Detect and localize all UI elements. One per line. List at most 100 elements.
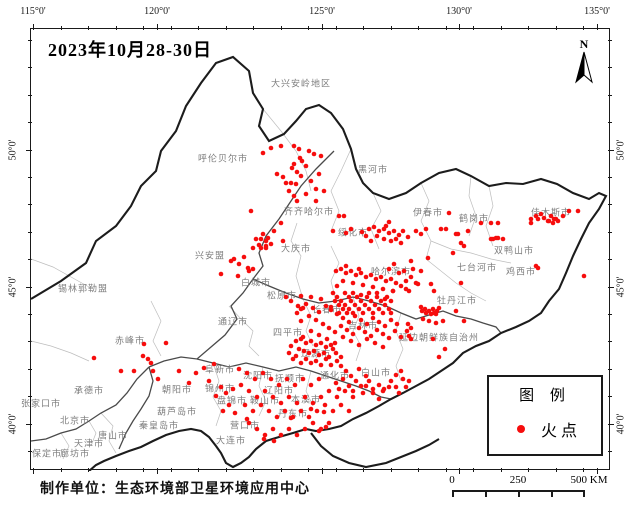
axis-tick-label-right: 45°0' xyxy=(615,276,627,298)
scale-label-0: 0 xyxy=(449,474,455,486)
axis-tick xyxy=(528,468,529,472)
axis-tick xyxy=(608,204,612,206)
legend-item-label: 火点 xyxy=(541,423,582,440)
axis-tick xyxy=(608,177,612,178)
map-region-label: 葫芦岛市 xyxy=(156,406,198,417)
axis-tick xyxy=(555,468,557,472)
map-region-label: 鸡西市 xyxy=(505,266,537,277)
axis-tick xyxy=(28,368,32,370)
axis-tick xyxy=(28,314,32,315)
map-region-label: 呼伦贝尔市 xyxy=(197,153,249,164)
map-region-label: 赤峰市 xyxy=(114,335,146,346)
axis-tick xyxy=(322,24,323,30)
map-region-label: 四平市 xyxy=(272,327,304,338)
axis-tick xyxy=(28,231,32,233)
axis-tick-label-left: 50°0' xyxy=(7,139,19,161)
axis-tick xyxy=(225,26,227,30)
axis-tick xyxy=(33,26,34,30)
axis-tick-label-left: 40°0' xyxy=(7,413,19,435)
axis-tick xyxy=(308,468,309,472)
axis-tick xyxy=(28,149,32,151)
map-region-label: 牡丹江市 xyxy=(436,295,478,306)
map-region-label: 承德市 xyxy=(73,385,105,396)
map-region-label: 双鸭山市 xyxy=(493,245,535,256)
map-region-label: 朝阳市 xyxy=(161,384,193,395)
axis-tick-label-right: 40°0' xyxy=(615,413,627,435)
map-region-label: 伊春市 xyxy=(412,207,444,218)
map-region-label: 绥化市 xyxy=(337,227,369,238)
axis-tick xyxy=(28,423,32,425)
axis-tick xyxy=(28,204,32,206)
axis-tick xyxy=(28,451,32,452)
axis-tick xyxy=(363,468,364,472)
fire-point-legend-dot xyxy=(517,425,525,433)
map-region-label: 哈尔滨市 xyxy=(370,266,412,277)
axis-tick xyxy=(608,423,612,425)
map-region-label: 吉林市 xyxy=(347,320,379,331)
axis-tick xyxy=(253,26,254,30)
north-arrow-left-half xyxy=(575,51,585,84)
map-region-label: 七台河市 xyxy=(456,262,498,273)
axis-tick xyxy=(555,26,557,30)
map-region-label: 秦皇岛市 xyxy=(138,420,180,431)
scale-bar: 0 250 500 KM xyxy=(440,474,620,500)
axis-tick xyxy=(28,259,32,261)
map-region-label: 廊坊市 xyxy=(59,448,91,459)
map-region-label: 北京市 xyxy=(59,415,91,426)
axis-tick xyxy=(28,94,32,96)
axis-tick xyxy=(28,67,32,69)
axis-tick xyxy=(390,26,392,30)
scale-tick xyxy=(485,490,487,497)
axis-tick xyxy=(608,231,612,233)
axis-tick xyxy=(500,468,502,472)
axis-tick xyxy=(528,26,529,30)
map-region-label: 通化市 xyxy=(319,370,351,381)
axis-tick xyxy=(335,26,337,30)
scale-label-500km: 500 KM xyxy=(570,474,608,486)
axis-tick xyxy=(28,122,32,124)
axis-tick xyxy=(28,177,32,178)
axis-tick xyxy=(608,149,612,151)
axis-tick xyxy=(500,26,502,30)
map-region-label: 通辽市 xyxy=(217,316,249,327)
map-region-label: 锡林郭勒盟 xyxy=(57,283,109,294)
axis-tick xyxy=(608,40,612,41)
map-region-label: 延边朝鲜族自治州 xyxy=(398,332,480,343)
legend-row: 火点 xyxy=(517,417,601,441)
axis-tick xyxy=(608,286,612,288)
axis-tick-label-top: 135°0' xyxy=(584,6,610,17)
axis-tick xyxy=(363,26,364,30)
axis-tick-label-top: 115°0' xyxy=(20,6,46,17)
map-region-label: 营口市 xyxy=(229,420,261,431)
map-region-label: 兴安盟 xyxy=(194,250,226,261)
axis-tick xyxy=(157,468,158,474)
axis-tick xyxy=(418,468,419,472)
north-arrow-label: N xyxy=(580,37,589,51)
axis-tick xyxy=(60,26,62,30)
map-region-label: 长春市 xyxy=(311,304,343,315)
axis-tick-label-top: 125°0' xyxy=(309,6,335,17)
axis-tick xyxy=(322,468,323,474)
axis-tick-label-left: 45°0' xyxy=(7,276,19,298)
map-region-label: 黑河市 xyxy=(357,164,389,175)
axis-tick xyxy=(88,26,89,30)
axis-tick xyxy=(280,26,282,30)
axis-tick-label-top: 120°0' xyxy=(144,6,170,17)
axis-tick xyxy=(33,468,34,472)
axis-tick xyxy=(473,468,474,472)
map-region-label: 本溪市 xyxy=(290,394,322,405)
axis-tick xyxy=(608,94,612,96)
axis-tick xyxy=(170,26,172,30)
axis-tick-label-right: 50°0' xyxy=(615,139,627,161)
axis-tick xyxy=(608,67,612,69)
map-region-label: 张家口市 xyxy=(20,398,62,409)
map-region-label: 大兴安岭地区 xyxy=(270,78,332,89)
axis-tick xyxy=(459,24,460,30)
map-region-label: 齐齐哈尔市 xyxy=(283,206,335,217)
axis-tick xyxy=(445,26,447,30)
axis-tick xyxy=(390,468,392,472)
axis-tick xyxy=(473,26,474,30)
map-region-label: 大庆市 xyxy=(280,243,312,254)
axis-tick xyxy=(608,259,612,261)
